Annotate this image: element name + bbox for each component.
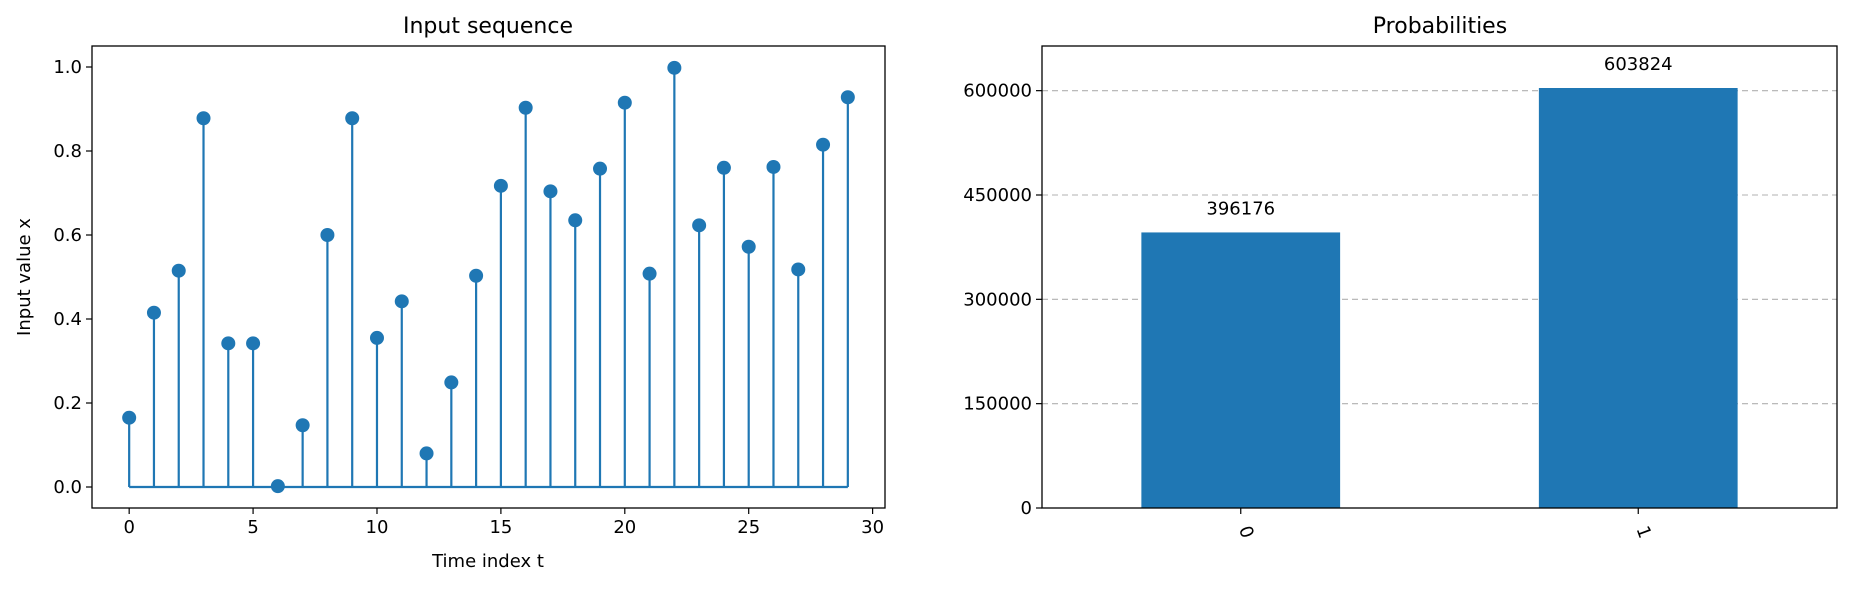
stem-marker: [518, 100, 533, 115]
x-tick-label: 20: [613, 517, 636, 538]
stem-marker: [295, 418, 310, 433]
chart-title: Input sequence: [403, 14, 573, 39]
stem-marker: [568, 213, 583, 228]
stem-chart-panel: Input sequence 0 5 10 15 20 25 30 0.0 0.2 0.4 0.6…: [14, 14, 886, 572]
y-tick-label: 1.0: [53, 57, 82, 78]
bar-value-label: 396176: [1206, 198, 1275, 219]
stem-marker: [419, 446, 434, 461]
bar-marks: 396176 603824: [1141, 54, 1738, 508]
stem-marker: [692, 218, 707, 233]
stem-marker: [469, 268, 484, 283]
stem-marker: [246, 336, 261, 351]
stem-marker: [394, 294, 409, 309]
y-tick-label: 0.8: [53, 141, 82, 162]
stem-marker: [196, 111, 211, 126]
stem-marker: [791, 262, 806, 277]
y-tick-label: 0: [1021, 498, 1032, 519]
stem-marker: [766, 159, 781, 174]
stem-marker: [171, 263, 186, 278]
y-tick-label: 600000: [963, 81, 1032, 102]
y-tick-label: 300000: [963, 289, 1032, 310]
stem-marker: [270, 479, 285, 494]
stem-marker: [320, 228, 335, 242]
stem-marks: [122, 60, 855, 494]
x-tick-label: 15: [489, 517, 512, 538]
x-tick-label: 1: [1632, 523, 1656, 541]
y-axis-label: Input value x: [14, 218, 35, 336]
x-tick-label: 25: [737, 517, 760, 538]
x-axis-label: Time index t: [431, 551, 544, 572]
stem-marker: [345, 111, 360, 126]
stem-marker: [146, 305, 161, 320]
stem-marker: [642, 266, 657, 281]
stem-marker: [493, 178, 508, 193]
plot-frame: [1041, 45, 1838, 509]
stem-marker: [716, 160, 731, 175]
chart-title: Probabilities: [1373, 14, 1507, 39]
y-tick-label: 0.6: [53, 225, 82, 246]
y-axis-ticks: 0 150000 300000 450000 600000: [963, 81, 1042, 519]
x-tick-label: 10: [366, 517, 389, 538]
stem-marker: [543, 184, 558, 199]
stem-marker: [122, 410, 137, 425]
stem-marker: [617, 95, 632, 110]
bar: [1141, 232, 1341, 508]
stem-marker: [369, 330, 384, 345]
y-tick-label: 0.4: [53, 309, 82, 330]
x-tick-label: 0: [1234, 523, 1258, 541]
x-tick-label: 30: [861, 517, 884, 538]
stem-marker: [221, 336, 236, 351]
y-tick-label: 0.0: [53, 477, 82, 498]
y-axis-ticks: 0.0 0.2 0.4 0.6 0.8 1.0: [53, 57, 92, 498]
bar: [1538, 87, 1738, 508]
y-tick-label: 0.2: [53, 393, 82, 414]
bar-value-label: 603824: [1604, 54, 1673, 75]
stem-marker: [741, 239, 756, 254]
x-tick-label: 5: [247, 517, 258, 538]
stem-marker: [593, 161, 608, 176]
stem-marker: [444, 375, 459, 390]
y-tick-label: 450000: [963, 185, 1032, 206]
stem-marker: [840, 90, 855, 105]
stem-marker: [816, 137, 831, 152]
x-axis-ticks: 0 5 10 15 20 25 30: [123, 508, 884, 538]
plot-frame: [91, 45, 886, 509]
y-tick-label: 150000: [963, 394, 1032, 415]
x-tick-label: 0: [123, 517, 134, 538]
stem-marker: [667, 60, 682, 75]
